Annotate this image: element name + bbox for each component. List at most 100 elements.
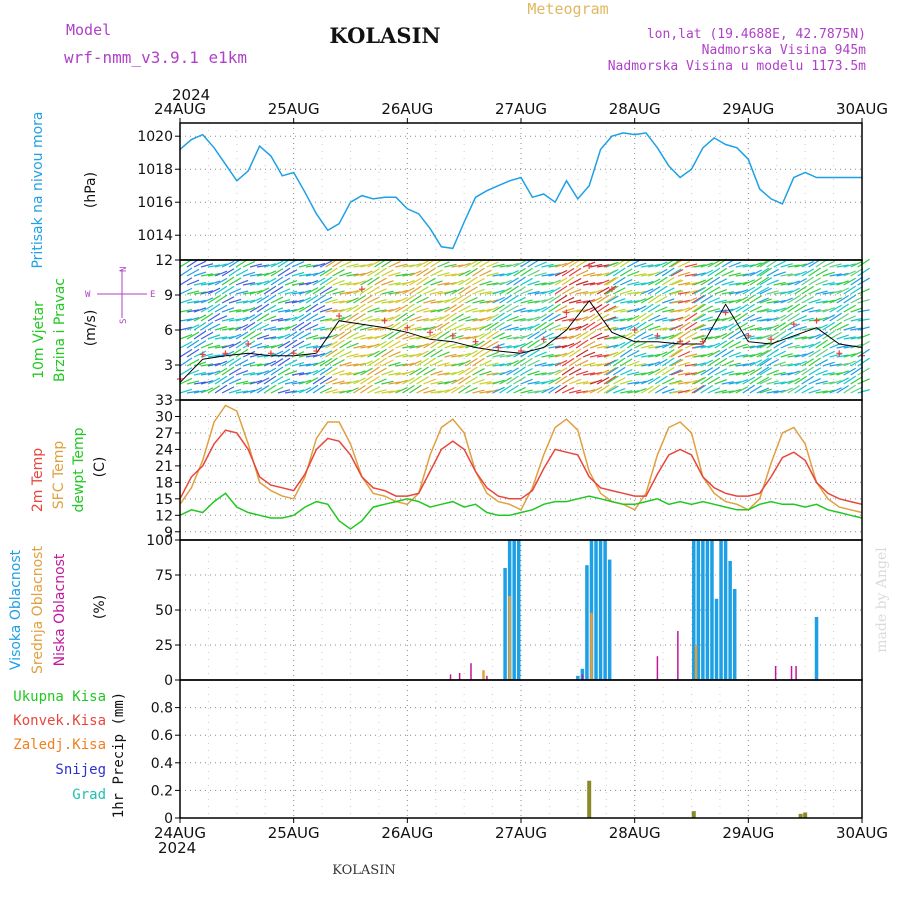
wind-barb: [534, 340, 547, 349]
wind-barb: [444, 289, 457, 295]
wind-barb: [843, 315, 856, 322]
wind-barb: [472, 368, 485, 376]
wind-barb: [756, 276, 770, 286]
wind-barb: [728, 298, 741, 304]
wind-gust-marker: [813, 317, 820, 324]
wind-barb: [613, 318, 626, 322]
y-tick-label: 12: [155, 253, 173, 269]
wind-barb: [801, 306, 814, 313]
wind-barb: [256, 303, 270, 313]
wind-barb: [346, 363, 359, 367]
wind-barb: [634, 290, 647, 295]
wind-barb: [634, 352, 647, 358]
wind-barb: [603, 326, 617, 331]
wind-barb-band: [325, 258, 499, 394]
wind-barb: [270, 335, 284, 340]
wind-barb: [670, 331, 684, 340]
wind-barb: [353, 323, 366, 331]
wind-barb: [221, 335, 235, 340]
wind-barb: [179, 267, 193, 277]
wind-barb: [228, 348, 242, 358]
temp-unit: (C): [92, 457, 108, 478]
wind-barb: [787, 287, 800, 295]
wind-barb: [305, 384, 319, 394]
wind-barb: [787, 362, 800, 367]
wind-barb: [641, 264, 654, 268]
wind-barb: [409, 262, 422, 268]
wind-barb: [472, 309, 485, 313]
wind-barb: [499, 272, 512, 277]
y-tick-label: 12: [155, 508, 173, 524]
wind-barb: [472, 348, 485, 358]
wind-barb: [486, 272, 499, 277]
wind-barb: [603, 294, 617, 304]
wind-barb: [561, 357, 575, 367]
wind-barb: [568, 299, 582, 304]
temp-title-2m: 2m Temp: [30, 448, 46, 512]
wind-gust-marker: [790, 321, 797, 328]
wind-barb: [353, 264, 366, 268]
wind-barb: [339, 314, 352, 322]
wind-barb: [541, 312, 554, 322]
wind-barb: [794, 345, 807, 349]
wind-barb: [721, 330, 735, 340]
wind-barb: [647, 375, 661, 385]
wind-barb: [416, 376, 429, 385]
wind-barb: [561, 307, 575, 313]
wind-barb: [561, 260, 575, 268]
wind-barb: [499, 264, 512, 268]
wind-barb: [561, 342, 575, 349]
wind-barb: [444, 263, 457, 268]
wind-barb: [402, 313, 415, 322]
wind-barb: [479, 280, 492, 286]
wind-barb: [353, 377, 366, 385]
y-tick-label: 100: [146, 533, 173, 549]
wind-barb: [700, 305, 714, 313]
wind-barb: [613, 327, 626, 331]
wind-barb: [829, 273, 842, 277]
wind-barb: [360, 375, 373, 385]
wind-barb: [603, 367, 617, 376]
wind-barb: [801, 386, 814, 394]
wind-barb: [527, 349, 540, 358]
wind-barb: [749, 262, 762, 268]
wind-barb: [284, 323, 298, 331]
wind-barb: [520, 277, 533, 286]
wind-barb: [479, 300, 492, 304]
wind-barb: [200, 312, 214, 322]
wind-barb: [451, 324, 464, 331]
wind-barb: [684, 297, 698, 304]
wind-barb: [465, 366, 478, 376]
wind-barb: [822, 340, 836, 349]
wind-barb: [506, 277, 519, 286]
wind-barb: [284, 316, 298, 322]
precip-bar: [803, 812, 808, 818]
wind-barb: [437, 291, 450, 295]
wind-barb: [270, 343, 284, 349]
wind-barb: [620, 324, 633, 331]
wind-barb: [561, 267, 575, 277]
wind-barb: [486, 389, 499, 394]
wind-barb: [416, 366, 429, 376]
wind-barb: [186, 348, 200, 358]
wind-barb: [506, 345, 519, 349]
wind-barb: [207, 264, 221, 268]
wind-barb: [284, 280, 298, 286]
wind-barb: [472, 288, 485, 295]
wind-barb: [319, 276, 333, 286]
wind-barb: [374, 389, 387, 394]
wind-barb: [298, 372, 312, 376]
wind-barb: [808, 277, 822, 286]
wind-barb: [691, 294, 705, 304]
wind-barb: [700, 352, 713, 358]
cloud-bar: [692, 540, 696, 680]
wind-barb: [756, 297, 770, 304]
wind-barb: [312, 352, 326, 358]
wind-gust-marker: [722, 309, 729, 316]
wind-barb: [458, 384, 471, 394]
wind-barb: [193, 389, 207, 394]
wind-barb: [416, 327, 429, 331]
wind-barb: [402, 287, 415, 295]
precip-axis-titles: Ukupna Kisa Konvek.Kisa Zaledj.Kisa Snij…: [13, 689, 127, 818]
wind-barb: [693, 362, 706, 367]
